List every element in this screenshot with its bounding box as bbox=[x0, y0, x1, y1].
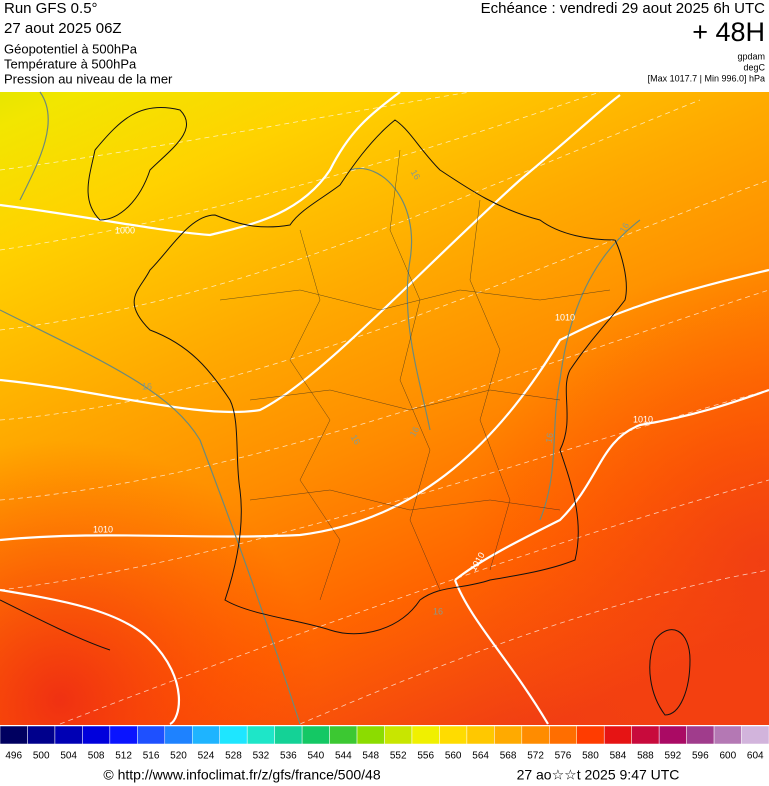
contour-label: 16 bbox=[409, 168, 423, 182]
unit: [Max 1017.7 | Min 996.0] hPa bbox=[648, 73, 765, 83]
colorbar-swatch bbox=[631, 725, 660, 745]
colorbar-swatch bbox=[411, 725, 440, 745]
colorbar-label: 604 bbox=[747, 751, 764, 762]
temperature-field bbox=[0, 92, 769, 725]
contour-label: 1000 bbox=[115, 225, 135, 235]
colorbar-label: 496 bbox=[5, 751, 22, 762]
contour-label: 16 bbox=[544, 432, 556, 444]
colorbar-swatch bbox=[246, 725, 275, 745]
colorbar-label: 536 bbox=[280, 751, 297, 762]
colorbar-swatch bbox=[274, 725, 303, 745]
colorbar-label: 532 bbox=[253, 751, 270, 762]
colorbar-swatch bbox=[137, 725, 166, 745]
title: Géopotentiel à 500hPa bbox=[4, 41, 138, 56]
colorbar-label: 520 bbox=[170, 751, 187, 762]
contour-label: 1010 bbox=[555, 312, 575, 322]
timestamp: 27 ao☆☆t 2025 9:47 UTC bbox=[517, 767, 680, 783]
subtitle: Température à 500hPa bbox=[4, 56, 137, 71]
colorbar-label: 572 bbox=[527, 751, 544, 762]
geopotential-contours bbox=[0, 91, 769, 725]
valid-time: Echéance : vendredi 29 aout 2025 6h UTC bbox=[481, 0, 766, 17]
pressure-contours bbox=[0, 91, 769, 726]
contour-label: 16 bbox=[618, 221, 632, 235]
colorbar-swatch bbox=[521, 725, 550, 745]
colorbar-label: 600 bbox=[719, 751, 736, 762]
colorbar-label: 584 bbox=[610, 751, 627, 762]
colorbar-swatch bbox=[82, 725, 111, 745]
colorbar-swatch bbox=[329, 725, 358, 745]
contour-label: 1010 bbox=[93, 524, 113, 534]
colorbar-label: 592 bbox=[665, 751, 682, 762]
colorbar-label: 576 bbox=[555, 751, 572, 762]
contour-label: 16 bbox=[142, 381, 152, 391]
colorbar-label: 544 bbox=[335, 751, 352, 762]
colorbar-swatch bbox=[54, 725, 83, 745]
colorbar-label: 540 bbox=[307, 751, 324, 762]
colorbar-label: 560 bbox=[445, 751, 462, 762]
colorbar-label: 500 bbox=[33, 751, 50, 762]
colorbar-swatch bbox=[219, 725, 248, 745]
colorbar-label: 508 bbox=[88, 751, 105, 762]
colorbar-label: 596 bbox=[692, 751, 709, 762]
run-date: 27 aout 2025 06Z bbox=[4, 20, 122, 37]
colorbar-swatch bbox=[0, 725, 28, 745]
colorbar-label: 516 bbox=[143, 751, 160, 762]
lead-time: + 48H bbox=[692, 17, 765, 47]
colorbar-swatch bbox=[603, 725, 632, 745]
coastlines bbox=[0, 106, 691, 716]
colorbar-swatch bbox=[713, 725, 742, 745]
source-url: © http://www.infoclimat.fr/z/gfs/france/… bbox=[103, 767, 380, 783]
colorbar-swatch bbox=[164, 725, 193, 745]
colorbar-swatch bbox=[439, 725, 468, 745]
colorbar-swatch bbox=[549, 725, 577, 745]
contour-label: 1010 bbox=[633, 414, 653, 424]
colorbar-label: 512 bbox=[115, 751, 132, 762]
colorbar: 496 500 504 508 512 516 520 524 528 532 536 540 544 5… bbox=[0, 725, 769, 762]
colorbar-swatch bbox=[109, 725, 138, 745]
contour-label: 16 bbox=[408, 425, 422, 439]
colorbar-swatch bbox=[686, 725, 715, 745]
contour-label: 16 bbox=[433, 606, 443, 616]
colorbar-label: 548 bbox=[362, 751, 379, 762]
colorbar-swatch bbox=[494, 725, 523, 745]
unit: gpdam bbox=[737, 51, 765, 61]
colorbar-label: 504 bbox=[60, 751, 77, 762]
colorbar-swatch bbox=[384, 725, 413, 745]
subtitle: Pression au niveau de la mer bbox=[4, 71, 173, 86]
departement-borders bbox=[219, 149, 611, 601]
colorbar-label: 564 bbox=[472, 751, 489, 762]
temperature-contours bbox=[0, 91, 641, 725]
colorbar-label: 568 bbox=[500, 751, 517, 762]
colorbar-swatch bbox=[27, 725, 56, 745]
run-label: Run GFS 0.5° bbox=[4, 0, 98, 17]
colorbar-swatch bbox=[466, 725, 495, 745]
colorbar-swatch bbox=[192, 725, 220, 745]
colorbar-label: 552 bbox=[390, 751, 407, 762]
colorbar-swatch bbox=[301, 725, 330, 745]
colorbar-swatch bbox=[658, 725, 687, 745]
colorbar-label: 588 bbox=[637, 751, 654, 762]
colorbar-label: 524 bbox=[198, 751, 215, 762]
colorbar-label: 580 bbox=[582, 751, 599, 762]
colorbar-label: 556 bbox=[417, 751, 434, 762]
colorbar-label: 528 bbox=[225, 751, 242, 762]
contour-label: 16 bbox=[349, 433, 363, 447]
colorbar-swatch bbox=[356, 725, 385, 745]
colorbar-swatch bbox=[741, 725, 769, 745]
unit: degC bbox=[743, 62, 765, 72]
colorbar-swatch bbox=[576, 725, 605, 745]
